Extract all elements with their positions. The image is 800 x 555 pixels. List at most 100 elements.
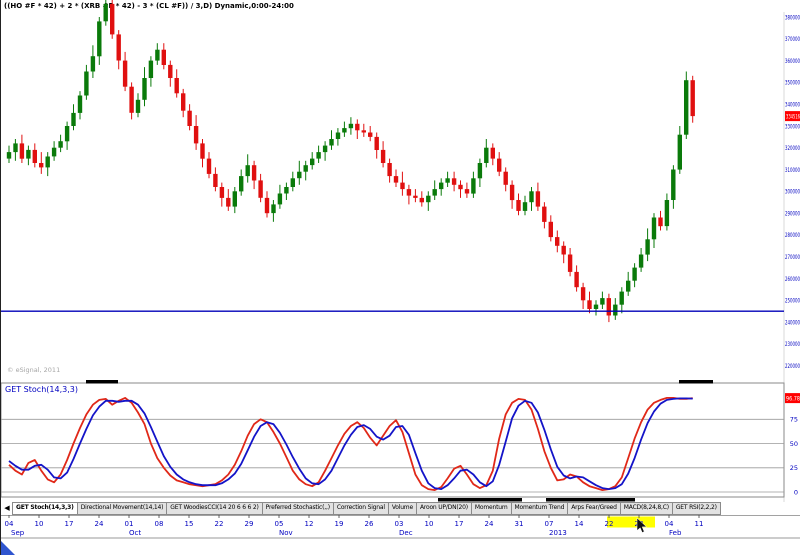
price-axis-label: 230000 bbox=[785, 340, 800, 348]
stoch-value-label: 96.78 bbox=[786, 394, 800, 402]
indicator-tab[interactable]: Aroon UP/DN(20) bbox=[415, 502, 472, 515]
date-tick-label: 04 bbox=[665, 520, 674, 528]
month-label: Nov bbox=[279, 529, 293, 537]
indicator-tab[interactable]: MACD(8,24,8,C) bbox=[619, 502, 673, 515]
date-tick-label: 05 bbox=[275, 520, 284, 528]
candle-body bbox=[310, 158, 315, 166]
candle-body bbox=[116, 34, 121, 61]
candle-body bbox=[477, 163, 483, 179]
candle-body bbox=[58, 141, 63, 148]
candle-body bbox=[580, 287, 586, 301]
price-axis-label: 220000 bbox=[785, 362, 800, 370]
candle-body bbox=[393, 176, 399, 183]
indicator-tab[interactable]: Volume bbox=[387, 502, 417, 515]
candle-body bbox=[619, 291, 624, 305]
date-tick-label: 10 bbox=[35, 520, 44, 528]
candle-body bbox=[458, 184, 463, 190]
candle-body bbox=[593, 304, 599, 309]
candle-body bbox=[613, 304, 618, 316]
candle-body bbox=[509, 184, 515, 201]
candle-body bbox=[271, 204, 276, 214]
month-label: 2013 bbox=[549, 529, 567, 537]
stoch-axis-label: 75 bbox=[790, 416, 798, 424]
candle-body bbox=[490, 147, 495, 159]
stoch-axis-label: 50 bbox=[790, 440, 798, 448]
candle-body bbox=[284, 187, 289, 194]
date-tick-label: 31 bbox=[515, 520, 524, 528]
candle-body bbox=[84, 71, 89, 96]
candle-body bbox=[426, 195, 431, 203]
indicator-tab[interactable]: Arps Fear/Greed bbox=[567, 502, 621, 515]
candle-body bbox=[600, 298, 605, 305]
price-axis-label: 300000 bbox=[785, 188, 800, 196]
indicator-tab[interactable]: Directional Movement(14,14) bbox=[76, 502, 168, 515]
stoch-axis-label: 25 bbox=[790, 464, 798, 472]
date-tick-label: 24 bbox=[95, 520, 104, 528]
candle-body bbox=[219, 187, 225, 198]
candle-body bbox=[239, 176, 244, 192]
indicator-tab[interactable]: Momentum Trend bbox=[510, 502, 569, 515]
date-tick-label: 29 bbox=[245, 520, 254, 528]
candle-body bbox=[690, 80, 695, 117]
candle-body bbox=[142, 78, 147, 100]
oversold-marker bbox=[546, 498, 635, 502]
indicator-tab[interactable]: Momentum bbox=[470, 502, 512, 515]
candle-body bbox=[651, 217, 657, 240]
stoch-axis-label: 0 bbox=[794, 488, 798, 496]
candle-body bbox=[277, 193, 283, 205]
candle-body bbox=[445, 178, 450, 183]
candle-body bbox=[193, 126, 199, 144]
candle-body bbox=[419, 197, 424, 203]
date-tick-label: 07 bbox=[545, 520, 554, 528]
candle-body bbox=[516, 200, 521, 211]
month-label: Feb bbox=[669, 529, 682, 537]
candle-body bbox=[303, 165, 308, 172]
indicator-tab[interactable]: GET Stoch(14,3,3) bbox=[12, 502, 78, 515]
date-tick-label: 03 bbox=[395, 520, 404, 528]
tab-scroll-left-button[interactable]: ◀ bbox=[4, 504, 10, 512]
candle-body bbox=[39, 163, 44, 168]
price-axis-label: 240000 bbox=[785, 318, 800, 326]
price-axis-label: 380000 bbox=[785, 13, 800, 21]
candle-body bbox=[322, 145, 328, 153]
candle-body bbox=[213, 173, 218, 187]
price-axis-label: 250000 bbox=[785, 297, 800, 305]
candle-body bbox=[316, 152, 321, 159]
candle-body bbox=[368, 132, 373, 137]
candle-body bbox=[684, 80, 689, 135]
date-tick-label: 04 bbox=[5, 520, 14, 528]
candle-body bbox=[671, 169, 676, 200]
candle-body bbox=[168, 64, 173, 78]
price-axis-label: 280000 bbox=[785, 231, 800, 239]
candle-body bbox=[497, 158, 502, 172]
candle-body bbox=[129, 86, 134, 113]
candle-body bbox=[542, 206, 547, 222]
candle-body bbox=[451, 178, 457, 185]
candle-body bbox=[161, 49, 166, 65]
date-tick-label: 08 bbox=[155, 520, 164, 528]
date-tick-label: 12 bbox=[305, 520, 314, 528]
indicator-tab[interactable]: GET RSI(2,2,2) bbox=[671, 502, 721, 515]
candle-body bbox=[658, 217, 663, 227]
month-label: Sep bbox=[11, 529, 25, 537]
indicator-tab[interactable]: GET WoodiesCCI(14 20 6 6 6 2) bbox=[166, 502, 263, 515]
date-tick-label: 14 bbox=[575, 520, 584, 528]
date-tick-label: 17 bbox=[65, 520, 74, 528]
price-axis-label: 320000 bbox=[785, 144, 800, 152]
copyright-text: © eSignal, 2011 bbox=[7, 366, 61, 374]
date-tick-label: 24 bbox=[485, 520, 494, 528]
indicator-tab[interactable]: Correction Signal bbox=[332, 502, 389, 515]
date-tick-label: 11 bbox=[695, 520, 704, 528]
date-tick-label: 26 bbox=[365, 520, 374, 528]
price-axis-label: 270000 bbox=[785, 253, 800, 261]
candle-body bbox=[432, 189, 437, 196]
candle-body bbox=[90, 56, 96, 72]
candle-body bbox=[13, 143, 18, 153]
candlestick-series bbox=[6, 0, 695, 323]
indicator-tab[interactable]: Preferred Stochastic(,,) bbox=[261, 502, 334, 515]
candle-body bbox=[548, 221, 553, 238]
date-tick-label: 19 bbox=[335, 520, 344, 528]
date-tick-label: 15 bbox=[185, 520, 194, 528]
candle-body bbox=[555, 237, 560, 246]
